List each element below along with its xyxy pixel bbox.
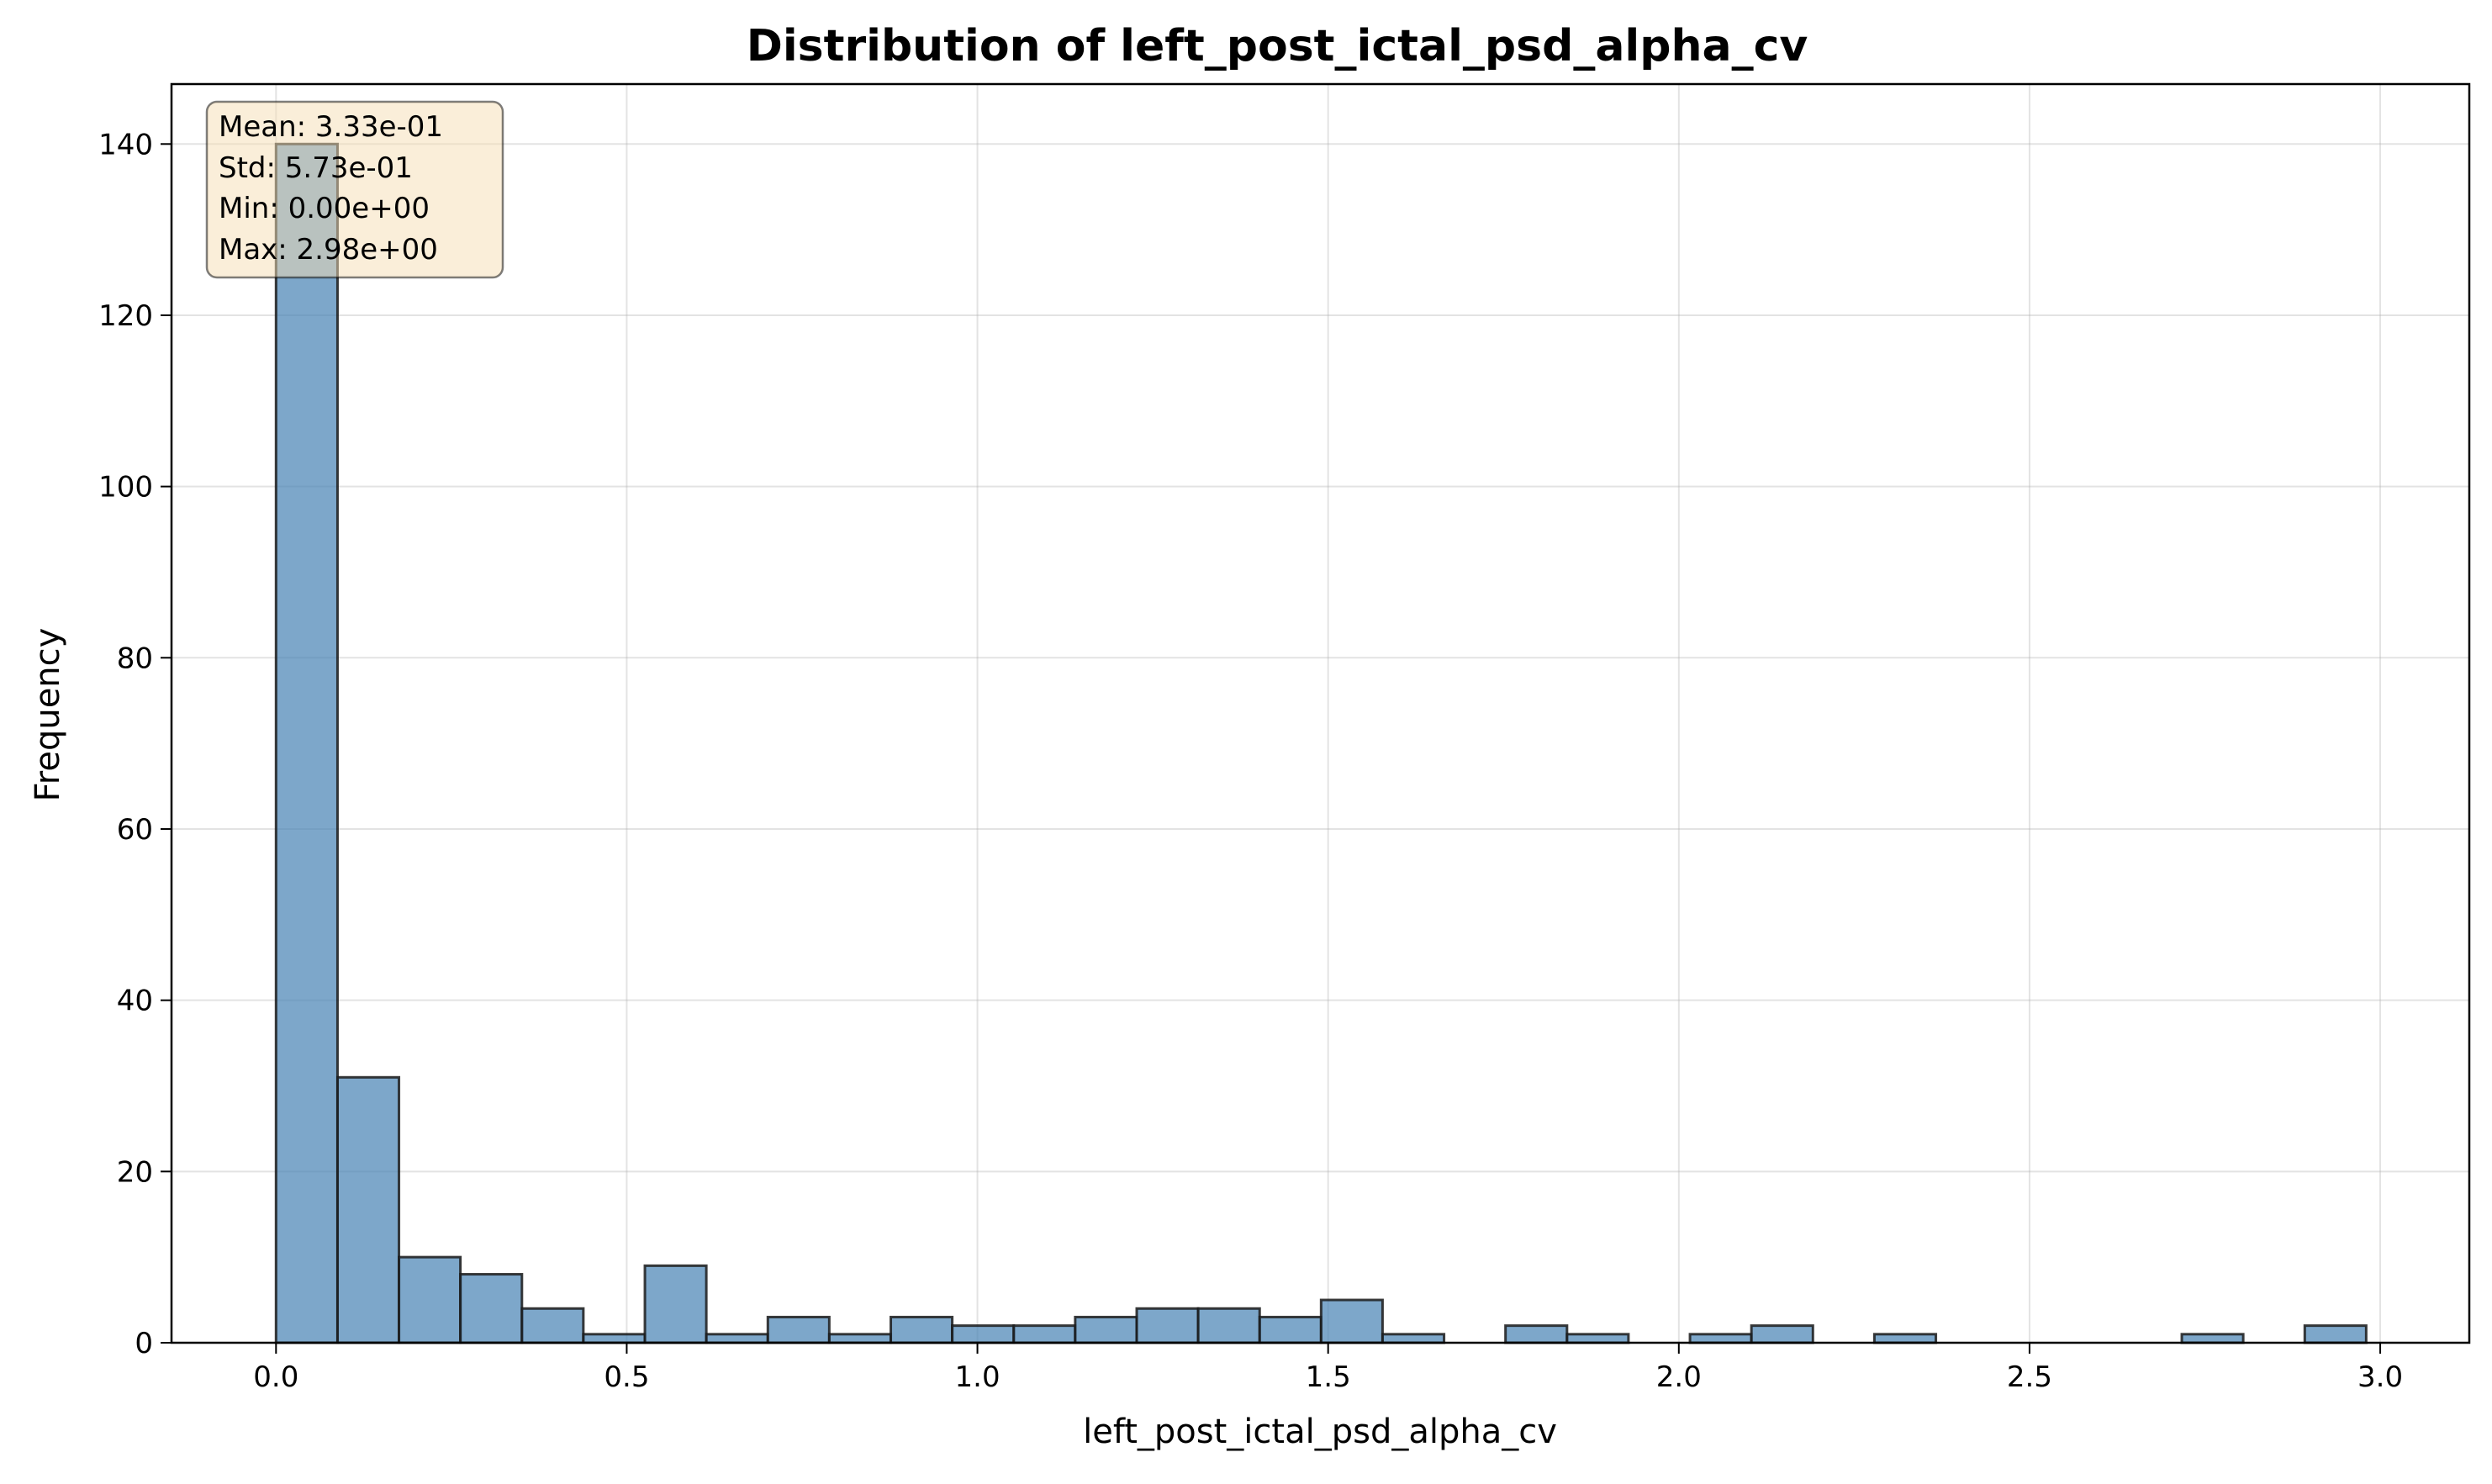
x-axis-ticks: 0.0 0.5 1.0 1.5 2.0 2.5 3.0 [253, 1343, 2403, 1394]
y-tick-label: 120 [98, 299, 153, 333]
histogram-bar [520, 1307, 585, 1344]
histogram-bar [1504, 1324, 1569, 1344]
histogram-bar [459, 1273, 524, 1344]
histogram-bar [890, 1315, 954, 1344]
histogram-bar [1565, 1333, 1630, 1344]
histogram-bar [1135, 1307, 1200, 1344]
stats-box-background [205, 100, 504, 279]
stats-std: Std: 5.73e-01 [219, 151, 413, 185]
histogram-bar [827, 1333, 893, 1344]
histogram-bars [274, 142, 2368, 1344]
histogram-bar [951, 1324, 1016, 1344]
stats-max: Max: 2.98e+00 [219, 233, 438, 267]
x-tick-label: 2.0 [1656, 1360, 1702, 1394]
x-axis-label: left_post_ictal_psd_alpha_cv [1083, 1413, 1557, 1451]
histogram-bar [398, 1255, 462, 1344]
y-tick-label: 140 [98, 128, 153, 161]
stats-min: Min: 0.00e+00 [219, 192, 430, 225]
x-tick-label: 1.0 [955, 1360, 1000, 1394]
histogram-bar [1012, 1324, 1077, 1344]
histogram-bar [1074, 1315, 1138, 1344]
histogram-bar [335, 1075, 401, 1344]
y-tick-label: 40 [117, 985, 153, 1018]
stats-annotation-box: Mean: 3.33e-01 Std: 5.73e-01 Min: 0.00e+… [205, 100, 504, 279]
histogram-bar [643, 1264, 708, 1344]
y-tick-label: 100 [98, 471, 153, 504]
histogram-bar [2303, 1324, 2368, 1344]
y-tick-label: 60 [117, 813, 153, 847]
histogram-bar [1381, 1333, 1446, 1344]
x-tick-label: 3.0 [2357, 1360, 2403, 1394]
histogram-bar [705, 1333, 769, 1344]
histogram-bar [582, 1333, 647, 1344]
y-tick-label: 0 [135, 1327, 153, 1360]
histogram-bar [766, 1315, 831, 1344]
chart-title: Distribution of left_post_ictal_psd_alph… [747, 21, 1808, 71]
histogram-bar [1688, 1333, 1753, 1344]
y-tick-label: 80 [117, 642, 153, 675]
x-tick-label: 0.5 [604, 1360, 649, 1394]
x-tick-label: 0.0 [253, 1360, 298, 1394]
histogram-bar [2180, 1333, 2245, 1344]
histogram-bar [1196, 1307, 1261, 1344]
y-tick-label: 20 [117, 1155, 153, 1189]
histogram-bar [1319, 1298, 1384, 1344]
x-tick-label: 1.5 [1306, 1360, 1351, 1394]
stats-mean: Mean: 3.33e-01 [219, 110, 443, 144]
y-axis-ticks: 0 20 40 60 80 100 120 140 [98, 128, 172, 1360]
histogram-bar [1258, 1315, 1323, 1344]
plot-area-frame [170, 82, 2471, 1344]
histogram-bar [274, 142, 339, 1344]
histogram-bar [1872, 1333, 1938, 1344]
x-tick-label: 2.5 [2007, 1360, 2052, 1394]
histogram-bar [1750, 1324, 1814, 1344]
y-axis-label: Frequency [29, 628, 67, 802]
grid-lines [172, 84, 2469, 1344]
